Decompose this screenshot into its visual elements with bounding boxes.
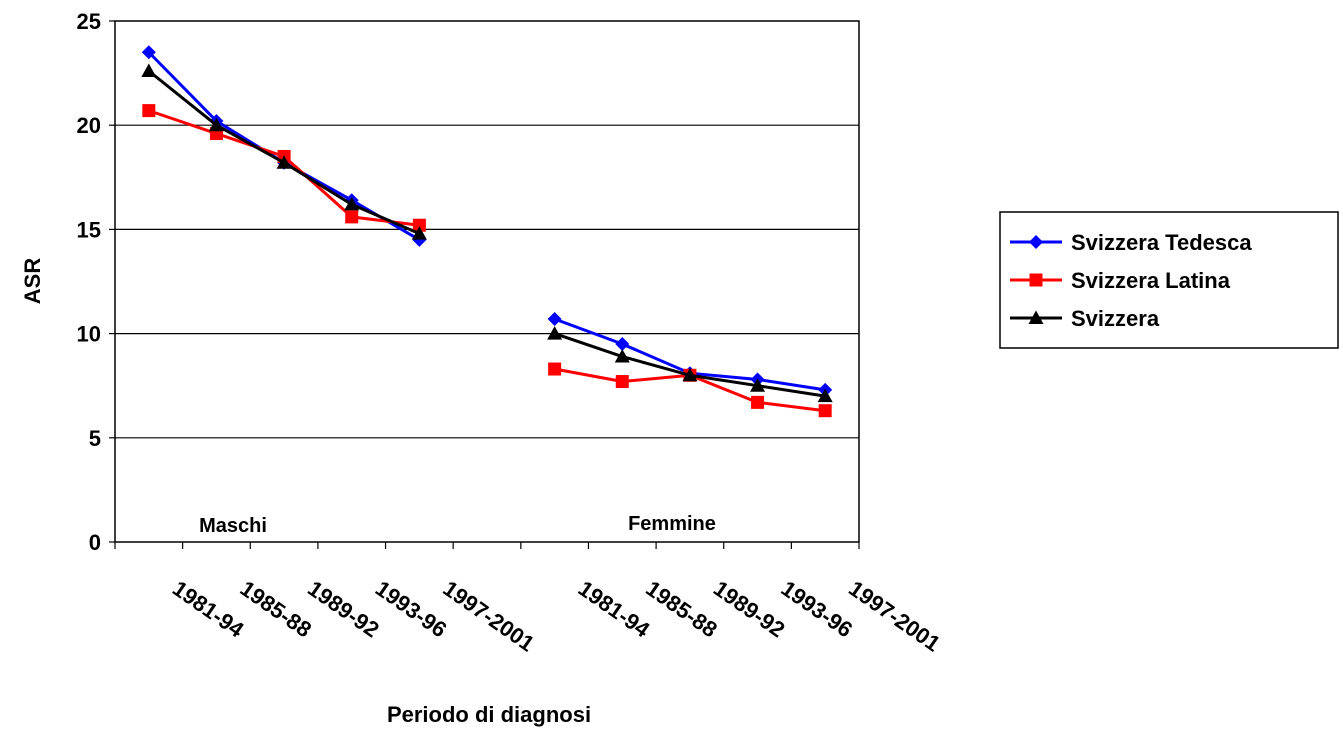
legend-label: Svizzera	[1071, 306, 1160, 331]
y-axis-title: ASR	[20, 258, 45, 305]
x-tick-label: 1989-92	[709, 576, 789, 643]
x-tick-label: 1997-2001	[844, 576, 945, 657]
data-point	[276, 155, 292, 169]
legend: Svizzera Tedesca Svizzera Latina Svizzera	[999, 211, 1339, 349]
group-labels: Maschi Femmine	[199, 513, 716, 537]
legend-marker	[1029, 235, 1043, 249]
x-axis-title: Periodo di diagnosi	[387, 702, 591, 727]
plot-area-frame	[114, 20, 860, 543]
data-point	[614, 349, 630, 363]
data-point	[411, 226, 427, 240]
x-tick-label: 1993-96	[777, 576, 857, 643]
y-tick-label: 15	[77, 217, 101, 242]
legend-marker	[1028, 310, 1044, 324]
data-point	[615, 375, 629, 389]
data-point	[345, 210, 359, 224]
group-label-femmine: Femmine	[628, 513, 716, 535]
data-point	[141, 45, 156, 60]
data-point	[141, 63, 157, 78]
legend-item-svizzera: Svizzera	[1010, 306, 1160, 331]
data-point	[615, 337, 630, 352]
x-tick-label: 1985-88	[641, 576, 721, 643]
data-point	[208, 117, 224, 132]
series-layer	[141, 45, 833, 418]
gridlines	[115, 124, 859, 439]
data-point	[412, 218, 426, 232]
x-tick-label: 1985-88	[236, 576, 316, 643]
y-tick-label: 0	[89, 530, 101, 555]
legend-item-svizzera-latina: Svizzera Latina	[1010, 268, 1231, 293]
legend-marker	[1029, 273, 1043, 287]
group-label-maschi: Maschi	[199, 515, 267, 537]
y-tick-label: 5	[89, 426, 101, 451]
legend-label: Svizzera Latina	[1071, 268, 1231, 293]
series-line-femmine	[554, 332, 826, 398]
data-point	[751, 395, 765, 409]
x-tick-label: 1997-2001	[438, 576, 539, 657]
series-svizzera-latina	[142, 104, 832, 418]
data-point	[818, 404, 832, 418]
x-tick-label: 1981-94	[168, 576, 249, 643]
y-axis: 0 5 10 15 20 25	[77, 9, 115, 555]
y-tick-label: 20	[77, 113, 101, 138]
legend-label: Svizzera Tedesca	[1071, 230, 1252, 255]
data-point	[548, 362, 562, 376]
data-point	[142, 104, 156, 118]
data-point	[547, 326, 563, 340]
data-point	[750, 378, 766, 392]
series-line-maschi	[147, 51, 421, 242]
data-point	[817, 388, 833, 403]
data-point	[547, 312, 562, 327]
x-tick-label: 1993-96	[371, 576, 451, 643]
series-svizzera	[141, 63, 833, 403]
legend-item-svizzera-tedesca: Svizzera Tedesca	[1010, 230, 1252, 255]
data-point	[682, 367, 698, 382]
y-tick-label: 25	[77, 9, 101, 34]
series-svizzera-tedesca	[141, 45, 833, 397]
data-point	[344, 196, 360, 211]
x-tick-label: 1981-94	[574, 576, 655, 643]
x-tick-label: 1989-92	[303, 576, 383, 643]
y-tick-label: 10	[77, 322, 101, 347]
